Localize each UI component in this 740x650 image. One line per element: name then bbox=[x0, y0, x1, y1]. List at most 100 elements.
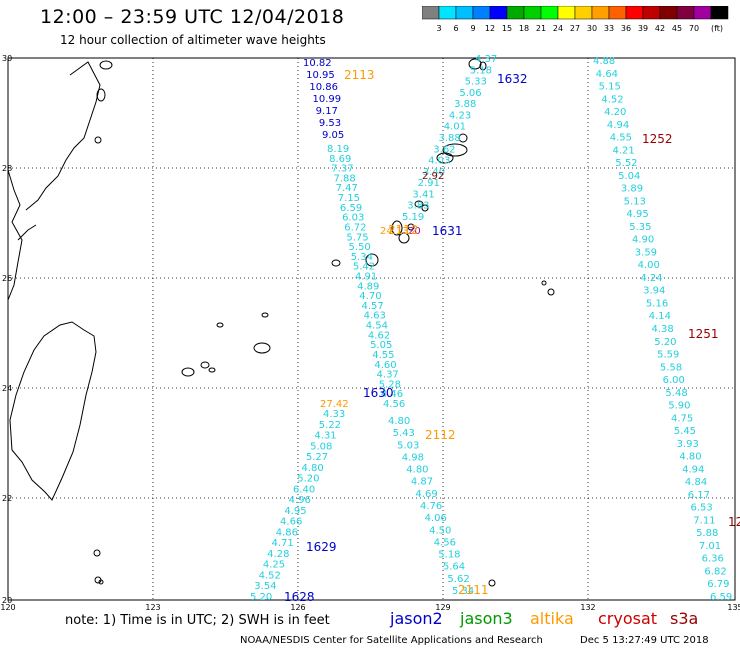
track-value: 4.94 bbox=[607, 120, 629, 131]
track-value: 4.56 bbox=[434, 537, 456, 548]
track-value: 4.50 bbox=[429, 525, 451, 536]
track-value: 5.50 bbox=[349, 242, 371, 253]
island-coast bbox=[208, 367, 216, 373]
track-value: 5.04 bbox=[618, 171, 640, 182]
track-value: 5.90 bbox=[668, 401, 690, 412]
track-value: 7.11 bbox=[693, 515, 715, 526]
track-value: 3.88 bbox=[454, 99, 476, 110]
track-value: 4.91 bbox=[355, 272, 377, 283]
track-value-jason2: 10.95 bbox=[306, 70, 335, 81]
track-value: 4.56 bbox=[383, 399, 405, 410]
track-value: 4.64 bbox=[596, 69, 618, 80]
track-value: 5.19 bbox=[402, 212, 424, 223]
track-id-1628: 1628 bbox=[284, 590, 315, 604]
track-value: 4.75 bbox=[671, 413, 693, 424]
island-coast bbox=[458, 133, 468, 143]
island-coast bbox=[99, 60, 113, 70]
legend-swatch bbox=[710, 6, 729, 20]
lat-label: 22 bbox=[2, 494, 12, 503]
track-value-jason2: 10.86 bbox=[309, 82, 338, 93]
wave-height-map: 120 123 126 129 132 135 30 28 26 24 22 20 10.8210.95… bbox=[0, 54, 740, 610]
track-value: 6.82 bbox=[704, 566, 726, 577]
track-value: 4.80 bbox=[302, 463, 324, 474]
island-coast bbox=[541, 280, 547, 286]
track-value: 4.25 bbox=[263, 560, 285, 571]
track-value: 3.88 bbox=[439, 133, 461, 144]
track-value: 5.13 bbox=[624, 196, 646, 207]
island-coast bbox=[181, 367, 195, 377]
track-value: 5.22 bbox=[319, 420, 341, 431]
track-value: 5.15 bbox=[599, 82, 621, 93]
track-value: 5.28 bbox=[379, 379, 401, 390]
track-value: 4.95 bbox=[284, 506, 306, 517]
island-coast bbox=[253, 342, 271, 354]
lat-label: 28 bbox=[2, 164, 12, 173]
legend-label: 6 bbox=[453, 24, 458, 33]
taiwan-coast bbox=[9, 321, 97, 501]
track-value: 5.43 bbox=[393, 428, 415, 439]
track-value: 4.52 bbox=[601, 94, 623, 105]
track-value: 4.38 bbox=[652, 324, 674, 335]
track-value: 4.57 bbox=[361, 301, 383, 312]
island-coast bbox=[407, 223, 415, 231]
track-value: 5.35 bbox=[629, 222, 651, 233]
satellite-cryosat: cryosat bbox=[598, 609, 658, 628]
track-value: 4.90 bbox=[632, 235, 654, 246]
legend-label: 42 bbox=[655, 24, 665, 33]
track-value: 5.88 bbox=[696, 528, 718, 539]
track-value: 8.69 bbox=[329, 154, 351, 165]
track-id-1632: 1632 bbox=[497, 72, 528, 86]
track-value: 4.87 bbox=[411, 477, 433, 488]
track-value: 4.52 bbox=[259, 570, 281, 581]
track-id-1252: 1252 bbox=[642, 132, 673, 146]
satellite-jason3: jason3 bbox=[460, 609, 513, 628]
track-value-jason2: 10.99 bbox=[313, 94, 342, 105]
legend-label: 36 bbox=[621, 24, 631, 33]
track-value: 4.62 bbox=[368, 330, 390, 341]
track-value: 5.42 bbox=[353, 262, 375, 273]
track-value: 5.48 bbox=[665, 388, 687, 399]
track-id-2113: 2113 bbox=[344, 68, 375, 82]
lat-label: 30 bbox=[2, 54, 12, 63]
track-value: 6.59 bbox=[340, 203, 362, 214]
track-value: 3.89 bbox=[621, 184, 643, 195]
mainland-coast bbox=[7, 169, 23, 301]
track-id-1631: 1631 bbox=[432, 224, 463, 238]
track-value: 4.76 bbox=[420, 501, 442, 512]
island-coast bbox=[93, 549, 101, 557]
track-value: 4.21 bbox=[613, 145, 635, 156]
track-value: 4.14 bbox=[649, 311, 671, 322]
track-value: 3.94 bbox=[643, 286, 665, 297]
satellite-s3a: s3a bbox=[670, 609, 699, 628]
track-value: 5.06 bbox=[459, 88, 481, 99]
island-coast bbox=[468, 58, 482, 70]
track-value: 4.66 bbox=[280, 517, 302, 528]
island-coast bbox=[414, 200, 424, 208]
track-value: 4.96 bbox=[289, 495, 311, 506]
track-value: 4.55 bbox=[610, 133, 632, 144]
track-id-1629: 1629 bbox=[306, 540, 337, 554]
track-value: 7.88 bbox=[333, 173, 355, 184]
track-value: 3.93 bbox=[677, 439, 699, 450]
track-value: 4.46 bbox=[381, 389, 403, 400]
track-value: 4.88 bbox=[593, 56, 615, 67]
track-value: 2.92 bbox=[422, 171, 444, 182]
legend-label: (ft) bbox=[711, 24, 723, 33]
track-value: 5.05 bbox=[370, 340, 392, 351]
track-value: 5.52 bbox=[615, 158, 637, 169]
track-value: 6.03 bbox=[342, 213, 364, 224]
lon-label: 123 bbox=[145, 603, 160, 610]
track-value: 6.79 bbox=[707, 579, 729, 590]
satellite-jason2: jason2 bbox=[390, 609, 443, 628]
island-coast bbox=[479, 61, 487, 71]
track-value: 5.08 bbox=[310, 441, 332, 452]
map-frame bbox=[7, 57, 736, 601]
track-value: 8.19 bbox=[327, 144, 349, 155]
lat-label: 26 bbox=[2, 274, 12, 283]
legend-label: 9 bbox=[470, 24, 475, 33]
track-value: 5.33 bbox=[465, 77, 487, 88]
track-value: 4.80 bbox=[406, 465, 428, 476]
legend-label: 24 bbox=[553, 24, 563, 33]
track-value: 7.47 bbox=[336, 183, 358, 194]
track-value: 4.63 bbox=[364, 311, 386, 322]
